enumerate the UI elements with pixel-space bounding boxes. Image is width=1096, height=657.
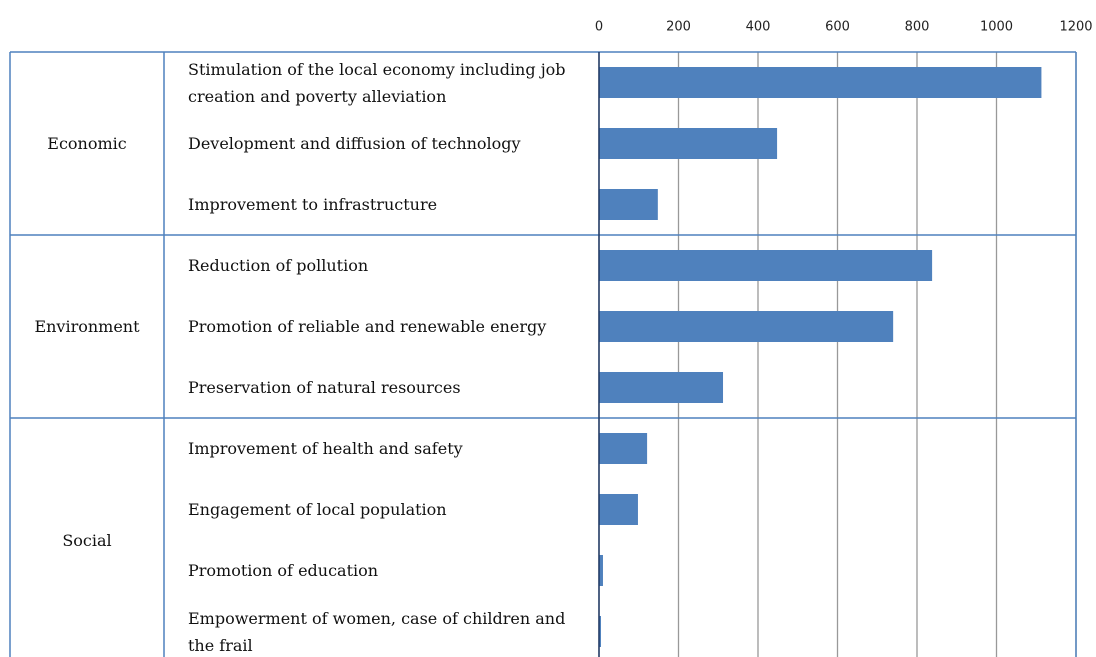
bar <box>599 494 638 525</box>
group-label: Environment <box>34 317 140 336</box>
bar <box>599 433 648 464</box>
bar <box>599 67 1042 98</box>
category-label: Stimulation of the local economy includi… <box>188 59 566 106</box>
category-label: Empowerment of women, case of children a… <box>188 608 566 655</box>
category-label: Preservation of natural resources <box>188 378 461 397</box>
category-label: Improvement to infrastructure <box>188 195 438 214</box>
x-tick-label: 0 <box>595 20 603 35</box>
category-label: Engagement of local population <box>188 500 447 519</box>
bar <box>599 189 658 220</box>
category-label: Development and diffusion of technology <box>188 134 521 153</box>
bar <box>599 128 778 159</box>
bar <box>599 311 894 342</box>
bar <box>599 372 724 403</box>
bar <box>599 250 933 281</box>
x-tick-label: 800 <box>905 20 930 35</box>
category-label: Promotion of education <box>188 561 379 580</box>
bar <box>599 555 603 586</box>
group-label: Economic <box>47 134 127 153</box>
category-label: Reduction of pollution <box>188 256 369 275</box>
category-label: Improvement of health and safety <box>188 439 463 458</box>
category-label: Promotion of reliable and renewable ener… <box>188 317 547 336</box>
x-tick-label: 1000 <box>980 20 1013 35</box>
x-tick-label: 400 <box>746 20 771 35</box>
x-tick-label: 200 <box>666 20 691 35</box>
x-tick-label: 1200 <box>1059 20 1092 35</box>
x-tick-label: 600 <box>825 20 850 35</box>
bar <box>599 616 601 647</box>
group-label: Social <box>62 530 112 550</box>
